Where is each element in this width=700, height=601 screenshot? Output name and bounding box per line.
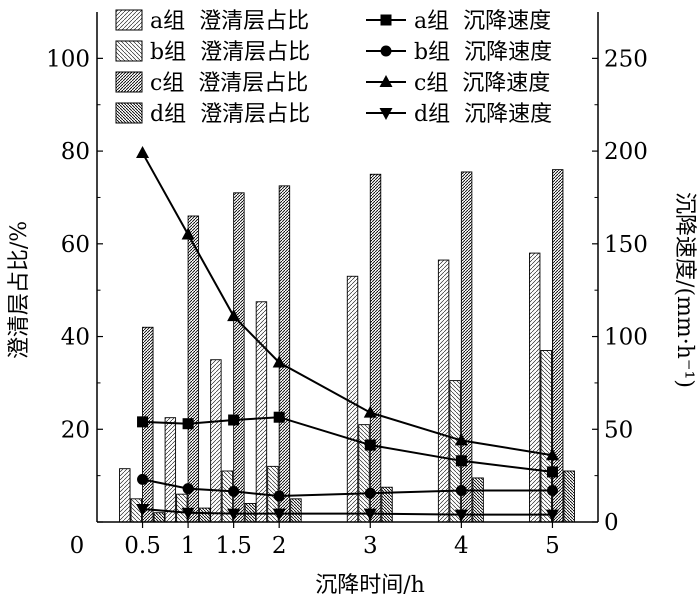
point-a-5 <box>455 455 467 467</box>
point-c-0 <box>136 145 150 158</box>
legend-swatch-bar-b <box>115 40 143 62</box>
bar-a-0 <box>119 468 131 523</box>
point-d-4 <box>363 508 377 521</box>
left-tick-label-1: 20 <box>61 417 90 443</box>
bar-c-2 <box>233 192 245 523</box>
legend-swatch-bar-d <box>115 102 143 124</box>
point-d-1 <box>181 507 195 520</box>
point-a-4 <box>364 439 376 451</box>
bar-b-4 <box>358 424 370 523</box>
bar-b-6 <box>540 350 552 523</box>
legend-marker-a <box>380 14 392 26</box>
bar-c-3 <box>278 185 291 523</box>
point-d-5 <box>454 509 468 522</box>
point-d-3 <box>272 508 286 521</box>
legend: a组 澄清层占比 b组 澄清层占比 c组 澄清层占比 d组 澄清层占比 a组 沉降速度 b… <box>115 9 552 127</box>
legend-label-bar-b: b组 澄清层占比 <box>150 40 310 65</box>
bar-a-6 <box>529 252 541 523</box>
point-d-2 <box>227 508 241 521</box>
bar-a-5 <box>437 259 450 523</box>
y-axis-right-label: 沉降速度/(mm·h⁻¹) <box>672 192 697 388</box>
bar-a-4 <box>346 275 359 523</box>
bar-d-6 <box>563 470 575 523</box>
point-c-2 <box>227 309 241 322</box>
point-c-4 <box>363 405 377 418</box>
legend-marker-d <box>379 108 393 120</box>
point-a-0 <box>137 416 149 428</box>
legend-label-line-d: d组 沉降速度 <box>414 102 552 127</box>
x-tick-label-2: 1 <box>181 533 196 559</box>
point-b-6 <box>546 484 558 496</box>
bars-layer <box>119 169 575 523</box>
right-tick-label-3: 150 <box>604 232 648 258</box>
left-tick-label-5: 100 <box>46 46 90 72</box>
x-tick-label-6: 4 <box>454 533 469 559</box>
point-a-2 <box>228 414 240 426</box>
bar-c-4 <box>369 173 382 523</box>
x-tick-label-4: 2 <box>272 533 287 559</box>
markers-layer <box>136 145 559 522</box>
legend-label-line-b: b组 沉降速度 <box>414 40 552 65</box>
right-tick-label-5: 250 <box>604 46 648 72</box>
legend-marker-b <box>380 45 392 57</box>
legend-swatch-bar-c <box>115 71 143 93</box>
point-b-4 <box>364 487 376 499</box>
legend-label-line-a: a组 沉降速度 <box>414 9 551 34</box>
point-c-3 <box>272 355 286 368</box>
axes <box>96 12 599 523</box>
right-tick-label-2: 100 <box>604 325 648 351</box>
x-axis-ticks: 0 0.5 1 1.5 2 3 4 5 <box>70 522 560 559</box>
point-c-6 <box>545 448 559 461</box>
point-a-6 <box>546 466 558 478</box>
x-axis-label: 沉降时间/h <box>315 573 425 598</box>
right-tick-label-4: 200 <box>604 139 648 165</box>
bar-d-3 <box>290 498 302 523</box>
point-a-1 <box>182 418 194 430</box>
bar-a-2 <box>210 359 222 523</box>
bar-c-1 <box>187 215 200 523</box>
legend-marker-c <box>379 75 393 87</box>
point-b-2 <box>228 485 240 497</box>
x-tick-label-7: 5 <box>545 533 560 559</box>
point-b-1 <box>182 483 194 495</box>
x-tick-label-0: 0 <box>70 533 85 559</box>
right-tick-label-1: 50 <box>604 417 633 443</box>
y-axis-left-label: 澄清层占比/% <box>7 221 32 359</box>
legend-label-bar-c: c组 澄清层占比 <box>150 71 308 96</box>
legend-swatch-bar-a <box>115 9 143 31</box>
bar-a-1 <box>164 417 177 523</box>
point-b-0 <box>137 473 149 485</box>
legend-label-bar-d: d组 澄清层占比 <box>150 102 310 127</box>
bar-d-0 <box>153 512 165 523</box>
point-c-1 <box>181 227 195 240</box>
x-tick-label-5: 3 <box>363 533 378 559</box>
left-axis-ticks: 20 40 60 80 100 <box>46 46 103 523</box>
left-tick-label-2: 40 <box>61 325 90 351</box>
point-d-6 <box>545 509 559 522</box>
point-b-5 <box>455 484 467 496</box>
legend-label-bar-a: a组 澄清层占比 <box>150 9 309 34</box>
bar-d-1 <box>199 507 211 523</box>
bar-a-3 <box>255 301 268 523</box>
legend-label-line-c: c组 沉降速度 <box>414 71 550 96</box>
point-a-3 <box>273 411 285 423</box>
left-tick-label-3: 60 <box>61 232 90 258</box>
x-tick-label-1: 0.5 <box>124 533 161 559</box>
right-axis-ticks: 0 50 100 150 200 250 <box>592 46 648 536</box>
left-tick-label-4: 80 <box>61 139 90 165</box>
point-c-5 <box>454 433 468 446</box>
right-tick-label-0: 0 <box>604 510 619 536</box>
bar-c-5 <box>460 171 473 523</box>
point-b-3 <box>273 490 285 502</box>
bar-b-5 <box>449 380 461 523</box>
point-d-0 <box>136 504 150 517</box>
x-tick-label-3: 1.5 <box>215 533 252 559</box>
